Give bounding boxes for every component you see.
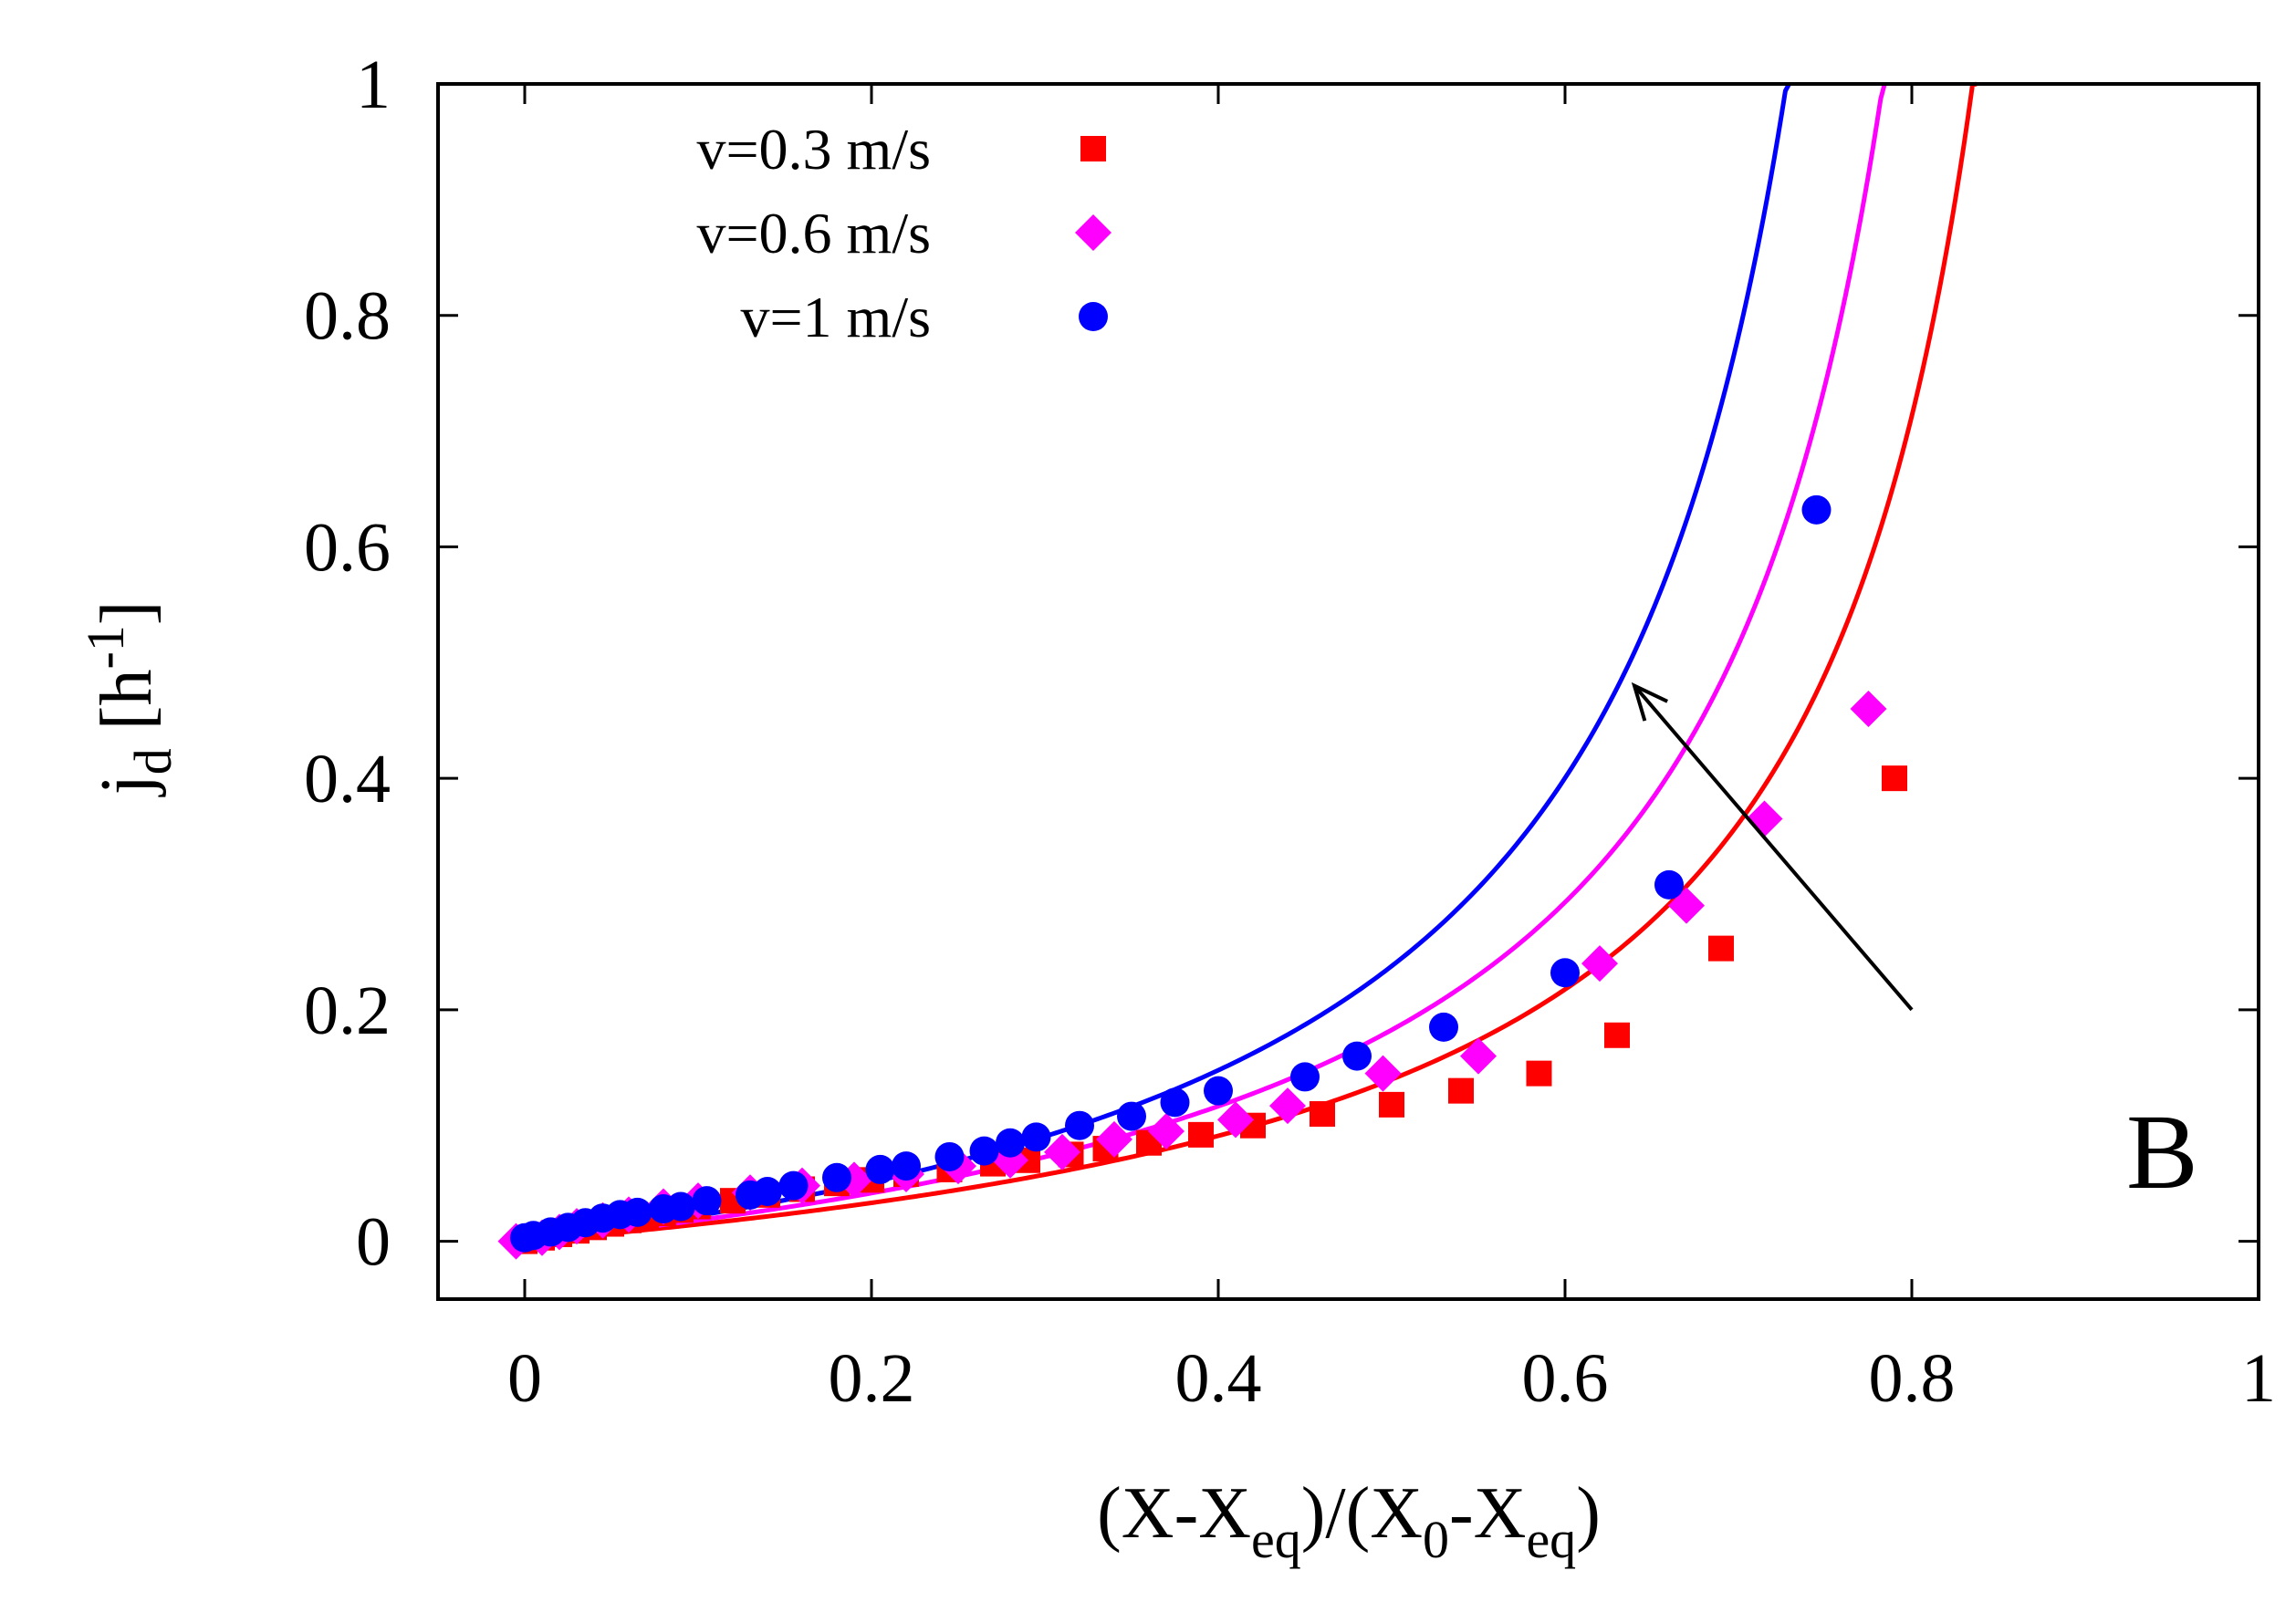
data-point: [1581, 945, 1618, 983]
data-point: [1065, 1110, 1094, 1140]
data-point: [1117, 1101, 1146, 1131]
data-point: [1217, 1101, 1254, 1139]
axis-title-part: eq: [1526, 1510, 1576, 1569]
data-point: [753, 1177, 782, 1207]
data-point: [1160, 1087, 1190, 1118]
axis-title-part: (X-X: [1097, 1473, 1251, 1554]
data-point: [692, 1186, 722, 1216]
axis-title-part: )/(X: [1301, 1473, 1423, 1554]
axis-title-part: d: [123, 748, 183, 775]
data-point: [1460, 1037, 1497, 1075]
x-tick-label: 0.4: [1175, 1340, 1262, 1417]
data-point: [1429, 1012, 1458, 1042]
data-point: [666, 1191, 695, 1222]
axis-title-part: ]: [87, 601, 167, 626]
data-point: [1290, 1062, 1320, 1092]
axis-title-part: -1: [76, 625, 135, 669]
data-point: [1526, 1060, 1552, 1087]
x-tick-label: 0.6: [1522, 1340, 1609, 1417]
x-axis-title: (X-Xeq)/(X0-Xeq): [1097, 1473, 1601, 1569]
data-point: [1188, 1121, 1214, 1148]
legend-label: v=0.6 m/s: [696, 201, 931, 265]
data-point: [1379, 1091, 1404, 1118]
annotations: [1631, 681, 1914, 1012]
plot-frame: [436, 82, 2260, 1301]
y-tick-label: 0.6: [304, 509, 391, 586]
data-point: [1604, 1022, 1630, 1048]
axis-title-part: [h: [87, 670, 167, 749]
trend-arrow-head: [1631, 681, 1668, 722]
y-tick-label: 0.8: [304, 278, 391, 355]
data-point: [1448, 1077, 1474, 1104]
data-point: [1708, 935, 1734, 962]
data-point: [1310, 1101, 1335, 1128]
axis-title-part: eq: [1251, 1510, 1301, 1569]
y-tick-label: 1: [356, 47, 391, 123]
axis-title-part: -X: [1449, 1473, 1526, 1554]
data-points: [497, 494, 1907, 1260]
data-point: [1550, 958, 1580, 988]
data-point: [1850, 691, 1887, 728]
data-point: [865, 1154, 895, 1184]
data-point: [1044, 1133, 1080, 1170]
data-point: [1654, 869, 1684, 900]
data-point: [996, 1128, 1025, 1158]
x-tick-label: 1: [2241, 1340, 2276, 1417]
legend-marker: [1079, 302, 1108, 331]
x-tick-label: 0: [507, 1340, 542, 1417]
data-point: [892, 1151, 921, 1181]
data-point: [1342, 1041, 1372, 1071]
data-point: [1801, 494, 1832, 525]
data-point: [969, 1136, 999, 1166]
axis-title-part: j: [87, 775, 167, 797]
y-tick-label: 0.2: [304, 973, 391, 1049]
data-point: [1882, 765, 1907, 792]
axis-ticks: 0 0.2 0.4 0.6 0.8 1 0 0.2 0.4 0.6 0.8 1: [304, 47, 2276, 1417]
data-point: [1096, 1120, 1132, 1158]
data-point: [1204, 1076, 1233, 1106]
y-axis-title: jd [h-1]: [76, 601, 183, 798]
y-tick-label: 0: [356, 1204, 391, 1281]
legend: v=0.3 m/s v=0.6 m/s v=1 m/s: [696, 117, 1111, 349]
axis-title-part: ): [1576, 1473, 1601, 1554]
data-point: [934, 1141, 965, 1171]
legend-label: v=1 m/s: [740, 285, 931, 349]
data-point: [1364, 1055, 1402, 1092]
trend-arrow: [1633, 684, 1914, 1012]
panel-label: B: [2126, 1092, 2198, 1212]
data-point: [1269, 1087, 1306, 1125]
data-point: [778, 1170, 809, 1201]
x-tick-label: 0.8: [1869, 1340, 1956, 1417]
fit-curve: [524, 83, 1887, 1244]
y-tick-label: 0.4: [304, 741, 391, 817]
legend-label: v=0.3 m/s: [696, 117, 931, 182]
data-point: [822, 1162, 851, 1192]
legend-marker: [1080, 136, 1106, 161]
legend-marker: [1075, 214, 1111, 251]
data-point: [1021, 1122, 1051, 1152]
data-point: [622, 1197, 652, 1227]
x-tick-label: 0.2: [829, 1340, 915, 1417]
axis-title-part: 0: [1423, 1510, 1449, 1569]
data-point: [1148, 1113, 1185, 1150]
